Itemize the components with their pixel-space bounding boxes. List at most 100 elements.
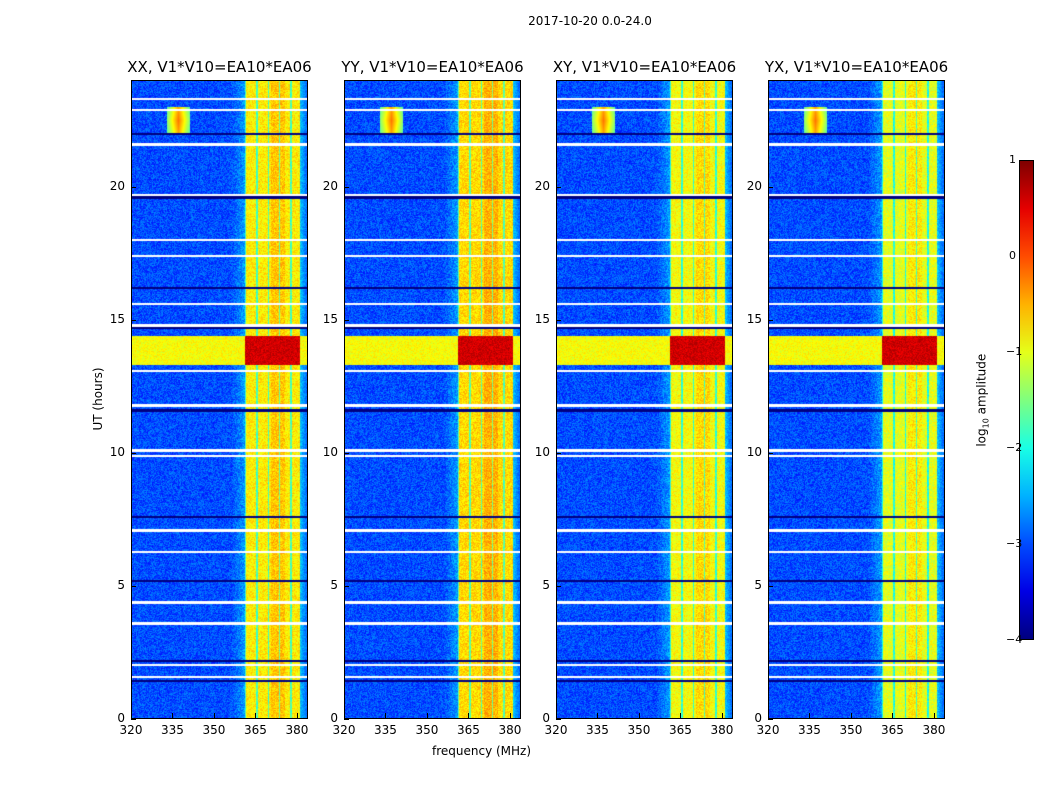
y-tick-mark — [344, 452, 349, 454]
y-tick-mark — [344, 719, 349, 720]
y-tick-label: 15 — [109, 311, 125, 326]
y-tick-mark — [344, 186, 349, 188]
x-tick-label: 335 — [798, 723, 821, 737]
y-tick-label: 15 — [322, 311, 338, 326]
y-tick-mark — [768, 585, 773, 587]
y-tick-mark — [344, 585, 349, 587]
y-tick-mark — [131, 719, 136, 720]
x-tick-label: 320 — [332, 723, 356, 737]
waterfall-heatmap — [768, 80, 945, 719]
panel-1: YY, V1*V10=EA10*EA06 320 335 350 365 380 0 5 10 1… — [323, 58, 524, 737]
y-tick-mark — [768, 186, 773, 188]
x-tick-label: 365 — [244, 723, 267, 737]
colorbar-tick-label: 1 — [1009, 153, 1016, 166]
y-tick-mark — [556, 319, 561, 321]
y-tick-label: 10 — [534, 444, 550, 459]
axes-frame — [344, 80, 521, 719]
x-tick-label: 380 — [498, 723, 522, 737]
x-tick-mark — [131, 713, 132, 718]
y-tick-mark — [768, 319, 773, 321]
x-tick-mark — [680, 713, 682, 718]
x-tick-mark — [892, 713, 894, 718]
y-tick-label: 10 — [322, 444, 338, 459]
waterfall-heatmap — [131, 80, 308, 719]
axes-frame — [556, 80, 733, 719]
y-tick-label: 10 — [746, 444, 762, 459]
colorbar-tick-label: −1 — [1006, 345, 1023, 358]
axes-frame — [768, 80, 945, 719]
x-tick-mark — [296, 713, 298, 718]
x-tick-mark — [721, 713, 723, 718]
x-tick-label: 365 — [881, 723, 904, 737]
y-tick-label: 0 — [542, 711, 550, 725]
x-tick-label: 320 — [544, 723, 568, 737]
x-axis-label: frequency (MHz) — [432, 744, 532, 758]
x-tick-label: 335 — [161, 723, 184, 737]
x-tick-label: 320 — [756, 723, 780, 737]
x-tick-mark — [809, 713, 811, 718]
y-tick-label: 20 — [534, 178, 550, 193]
x-tick-mark — [344, 713, 345, 718]
y-tick-mark — [131, 186, 136, 188]
y-tick-label: 15 — [746, 311, 762, 326]
panel-title: XY, V1*V10=EA10*EA06 — [552, 58, 737, 76]
x-tick-mark — [172, 713, 174, 718]
y-tick-label: 15 — [534, 311, 550, 326]
y-tick-mark — [131, 319, 136, 321]
y-tick-label: 0 — [754, 711, 762, 725]
x-tick-mark — [509, 713, 511, 718]
y-tick-label: 0 — [117, 711, 125, 725]
y-tick-mark — [556, 186, 561, 188]
panel-2: XY, V1*V10=EA10*EA06 320 335 350 365 380 0 5 10 1… — [535, 58, 736, 737]
x-tick-mark — [768, 713, 769, 718]
y-tick-label: 5 — [542, 577, 550, 592]
y-tick-mark — [556, 452, 561, 454]
axes-frame — [131, 80, 308, 719]
y-tick-label: 20 — [746, 178, 762, 193]
x-tick-mark — [255, 713, 257, 718]
x-tick-label: 350 — [415, 723, 439, 737]
y-tick-mark — [131, 452, 136, 454]
y-tick-label: 10 — [109, 444, 125, 459]
y-axis-label: UT (hours) — [91, 367, 105, 431]
x-tick-mark — [556, 713, 557, 718]
x-tick-mark — [426, 713, 428, 718]
y-tick-label: 5 — [330, 577, 338, 592]
y-tick-label: 20 — [322, 178, 338, 193]
y-tick-mark — [556, 719, 561, 720]
y-tick-mark — [344, 319, 349, 321]
panel-title: YX, V1*V10=EA10*EA06 — [764, 58, 949, 76]
y-tick-mark — [768, 719, 773, 720]
colorbar-tick-label: −4 — [1006, 633, 1023, 646]
x-tick-mark — [850, 713, 852, 718]
y-tick-label: 5 — [117, 577, 125, 592]
panel-title: XX, V1*V10=EA10*EA06 — [127, 58, 312, 76]
x-tick-label: 380 — [285, 723, 309, 737]
x-tick-mark — [213, 713, 215, 718]
x-tick-label: 335 — [374, 723, 397, 737]
y-tick-mark — [556, 585, 561, 587]
y-tick-label: 20 — [109, 178, 125, 193]
x-tick-label: 335 — [586, 723, 609, 737]
x-tick-label: 365 — [669, 723, 692, 737]
panel-title: YY, V1*V10=EA10*EA06 — [341, 58, 524, 76]
colorbar-tick-label: −3 — [1006, 537, 1023, 550]
x-tick-label: 350 — [202, 723, 226, 737]
x-tick-mark — [468, 713, 470, 718]
y-tick-label: 5 — [754, 577, 762, 592]
x-tick-label: 365 — [457, 723, 480, 737]
y-tick-label: 0 — [330, 711, 338, 725]
panel-0: XX, V1*V10=EA10*EA06 320 335 350 365 380 0 5 10 1… — [110, 58, 312, 737]
x-tick-label: 350 — [839, 723, 863, 737]
x-tick-label: 320 — [119, 723, 143, 737]
x-tick-label: 380 — [922, 723, 946, 737]
colorbar-tick-label: 0 — [1009, 249, 1016, 262]
x-tick-mark — [638, 713, 640, 718]
figure-title: 2017-10-20 0.0-24.0 — [528, 14, 652, 28]
colorbar-tick-label: −2 — [1006, 441, 1023, 454]
waterfall-heatmap — [556, 80, 733, 719]
x-tick-mark — [597, 713, 599, 718]
y-tick-mark — [131, 585, 136, 587]
colorbar-label: log10 amplitude — [974, 353, 991, 447]
